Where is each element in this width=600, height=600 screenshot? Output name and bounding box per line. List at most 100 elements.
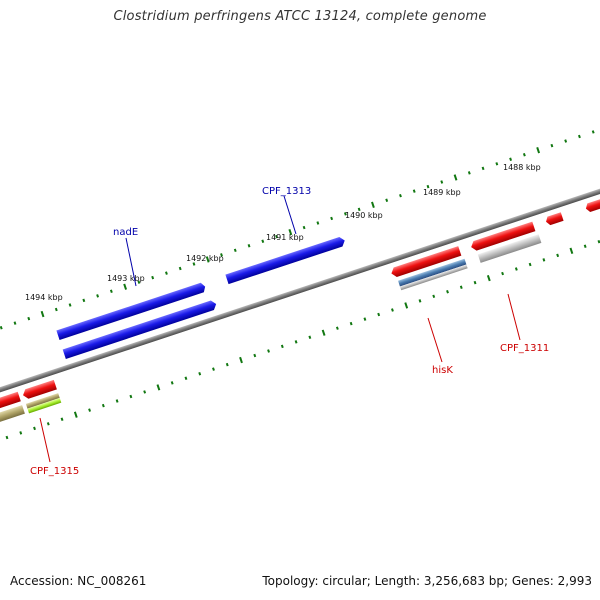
- inner-tick-mark: [5, 435, 9, 440]
- outer-tick-mark: [192, 262, 196, 266]
- outer-tick-mark: [13, 321, 17, 325]
- outer-tick-mark: [82, 298, 86, 303]
- outer-tick-mark: [288, 228, 293, 236]
- outer-tick-mark: [261, 239, 265, 243]
- inner-tick-mark: [88, 408, 92, 412]
- inner-tick-mark: [253, 353, 257, 358]
- outer-tick-mark: [275, 234, 278, 239]
- tick-label-1488: 1488 kbp: [503, 163, 541, 172]
- inner-tick-mark: [143, 390, 147, 394]
- outer-tick-mark: [54, 307, 58, 312]
- outer-tick-mark: [123, 283, 128, 290]
- outer-tick-mark: [247, 244, 251, 248]
- inner-tick-mark: [156, 384, 161, 391]
- cds-reverse-small-right[interactable]: [545, 212, 564, 226]
- outer-tick-mark: [453, 174, 458, 181]
- outer-tick-mark: [27, 316, 31, 321]
- inner-tick-mark: [60, 417, 64, 421]
- tick-track-outer: [0, 130, 595, 330]
- cds-forward-cpf1313[interactable]: [225, 236, 346, 285]
- inner-tick-mark: [446, 290, 449, 294]
- tick-label-1493: 1493 kbp: [107, 274, 145, 283]
- cds-reverse-khaki-a[interactable]: [0, 405, 25, 424]
- inner-tick-mark: [267, 349, 270, 353]
- outer-tick-mark: [522, 152, 526, 157]
- outer-tick-mark: [330, 216, 334, 221]
- outer-tick-mark: [385, 198, 389, 202]
- inner-tick-mark: [129, 394, 133, 399]
- cds-reverse-steel[interactable]: [398, 258, 467, 287]
- cds-forward-nade-upper[interactable]: [56, 282, 206, 341]
- outer-tick-mark: [481, 166, 485, 171]
- outer-tick-mark: [0, 325, 3, 330]
- outer-tick-mark: [399, 193, 402, 198]
- inner-tick-mark: [569, 247, 574, 254]
- gene-label-nade[interactable]: nadE: [113, 227, 138, 238]
- outer-tick-mark: [357, 207, 361, 212]
- outer-tick-mark: [220, 253, 223, 257]
- cds-reverse-left-b[interactable]: [21, 379, 57, 400]
- inner-tick-mark: [486, 274, 491, 282]
- topology-text: Topology: circular; Length: 3,256,683 bp…: [262, 574, 592, 588]
- inner-tick-mark: [46, 422, 50, 426]
- cds-reverse-edge-right[interactable]: [584, 193, 600, 213]
- cds-reverse-cpf1315[interactable]: [27, 397, 62, 414]
- outer-tick-mark: [68, 303, 72, 307]
- inner-tick-mark: [73, 411, 78, 418]
- cds-forward-nade-lower[interactable]: [62, 299, 218, 360]
- inner-tick-mark: [528, 262, 532, 267]
- outer-tick-mark: [426, 184, 430, 189]
- inner-tick-mark: [363, 317, 367, 321]
- outer-tick-mark: [343, 212, 347, 216]
- inner-tick-mark: [33, 426, 36, 431]
- inner-tick-mark: [239, 356, 243, 364]
- outer-tick-mark: [509, 157, 513, 161]
- outer-tick-mark: [233, 248, 237, 253]
- leader-hisk: [427, 317, 443, 363]
- outer-tick-mark: [578, 134, 581, 139]
- outer-tick-mark: [178, 266, 182, 271]
- reverse-strand-features: [0, 193, 600, 424]
- tick-label-1491: 1491 kbp: [266, 233, 304, 242]
- gene-label-hisk[interactable]: hisK: [432, 365, 453, 376]
- leader-cpf1315: [39, 417, 51, 463]
- map-title: Clostridium perfringens ATCC 13124, comp…: [113, 9, 487, 24]
- cds-reverse-hisk[interactable]: [390, 246, 462, 278]
- cds-reverse-khaki-b[interactable]: [25, 393, 60, 409]
- cds-reverse-left-a[interactable]: [0, 391, 21, 411]
- inner-tick-mark: [115, 399, 119, 403]
- inner-tick-mark: [198, 371, 202, 376]
- inner-tick-mark: [225, 362, 229, 367]
- cds-reverse-cpf1311-grey[interactable]: [477, 234, 542, 263]
- tick-label-1490: 1490 kbp: [345, 211, 383, 220]
- inner-tick-mark: [349, 321, 353, 326]
- inner-tick-mark: [514, 267, 518, 271]
- inner-tick-mark: [459, 285, 463, 289]
- outer-tick-mark: [536, 146, 541, 154]
- inner-tick-mark: [473, 280, 477, 285]
- inner-tick-mark: [19, 431, 23, 435]
- inner-tick-mark: [101, 403, 105, 408]
- cds-reverse-grey-a[interactable]: [399, 264, 468, 291]
- inner-tick-mark: [583, 244, 587, 248]
- gene-label-cpf1315[interactable]: CPF_1315: [30, 466, 79, 477]
- inner-tick-mark: [404, 302, 409, 309]
- outer-tick-mark: [550, 143, 554, 148]
- tick-label-1489: 1489 kbp: [423, 188, 461, 197]
- outer-tick-mark: [205, 256, 210, 263]
- cds-reverse-cpf1311-red[interactable]: [470, 221, 536, 252]
- inner-tick-mark: [335, 326, 339, 330]
- inner-tick-mark: [280, 344, 284, 349]
- accession-text: Accession: NC_008261: [10, 574, 147, 588]
- gene-label-cpf1313[interactable]: CPF_1313: [262, 186, 311, 197]
- tick-track-inner: [5, 239, 600, 440]
- inner-tick-mark: [556, 253, 560, 258]
- inner-tick-mark: [391, 308, 394, 312]
- outer-tick-mark: [137, 280, 141, 284]
- inner-tick-mark: [418, 299, 422, 303]
- gene-label-cpf1311[interactable]: CPF_1311: [500, 343, 549, 354]
- inner-tick-mark: [501, 271, 505, 276]
- outer-tick-mark: [412, 189, 416, 193]
- outer-tick-mark: [96, 294, 100, 298]
